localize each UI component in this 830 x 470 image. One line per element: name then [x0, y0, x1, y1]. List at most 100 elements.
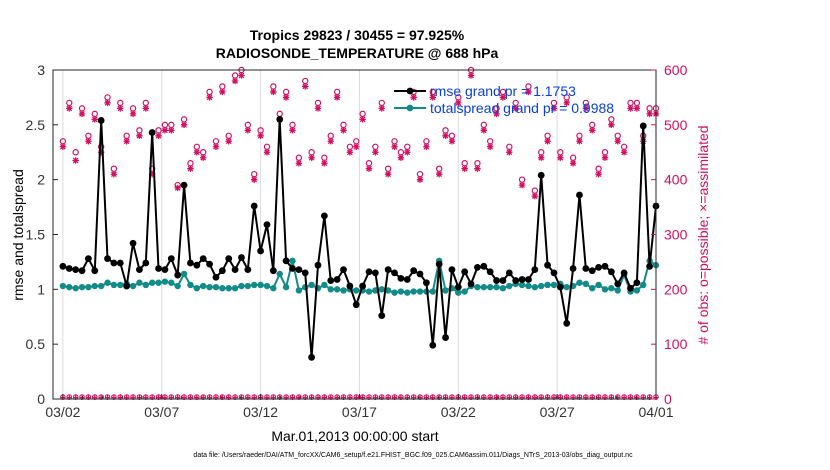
rmse-point — [295, 266, 303, 273]
x-axis-label: Mar.01,2013 00:00:00 start — [271, 428, 438, 444]
obs-assimilated-point — [461, 165, 468, 172]
totalspread-point — [518, 281, 526, 289]
rmse-point — [556, 283, 564, 291]
obs-assimilated-point — [620, 149, 628, 156]
rmse-point — [167, 255, 175, 263]
totalspread-point — [321, 281, 328, 289]
y-right-tick-label: 500 — [664, 117, 688, 133]
obs-assimilated-point — [455, 99, 462, 107]
obs-assimilated-point — [633, 105, 641, 112]
totalspread-point — [238, 282, 245, 290]
rmse-point — [384, 266, 392, 273]
rmse-point — [607, 268, 615, 276]
obs-assimilated-point — [59, 143, 67, 150]
rmse-point — [563, 319, 571, 327]
rmse-point — [180, 181, 188, 189]
rmse-point — [206, 260, 213, 268]
totalspread-point — [282, 283, 290, 291]
rmse-point — [282, 257, 290, 265]
totalspread-point — [391, 289, 398, 296]
obs-assimilated-point — [499, 94, 507, 101]
obs-assimilated-point — [429, 94, 436, 101]
obs-assimilated-point — [212, 143, 220, 150]
totalspread-point — [251, 281, 258, 289]
obs-assimilated-point — [608, 121, 615, 129]
totalspread-point — [353, 287, 360, 294]
totalspread-point — [531, 283, 539, 291]
obs-assimilated-point — [404, 149, 411, 156]
obs-assimilated-point — [78, 110, 86, 118]
obs-assimilated-point — [206, 94, 213, 101]
rmse-point — [448, 266, 456, 273]
obs-assimilated-point — [493, 110, 500, 118]
x-tick-label: 03/12 — [243, 404, 278, 420]
obs-assimilated-point — [321, 160, 328, 167]
rmse-point — [601, 262, 609, 270]
obs-assimilated-point — [474, 165, 481, 172]
rmse-series — [59, 115, 660, 361]
obs-assimilated-point — [155, 132, 162, 139]
obs-assimilated-point — [333, 94, 341, 101]
rmse-point — [72, 266, 80, 273]
obs-assimilated-point — [340, 127, 347, 134]
rmse-point — [480, 262, 488, 270]
rmse-point — [78, 267, 86, 275]
totalspread-point — [486, 283, 494, 291]
obs-assimilated-point — [601, 154, 609, 161]
totalspread-point — [608, 285, 615, 292]
rmse-point — [199, 255, 207, 263]
totalspread-point — [544, 281, 551, 289]
legend: rmse grand pr = 1.1753 totalspread grand… — [394, 83, 614, 116]
y-tick-label: 0 — [37, 391, 45, 407]
obs-assimilated-point — [91, 116, 98, 123]
obs-assimilated-point — [302, 83, 309, 90]
y-right-tick-label: 200 — [664, 281, 688, 297]
obs-assimilated-point — [589, 127, 596, 134]
legend-rmse: rmse grand pr = 1.1753 — [430, 83, 576, 99]
totalspread-point — [219, 285, 226, 292]
totalspread-point — [333, 286, 341, 293]
obs-assimilated-point — [289, 127, 296, 134]
totalspread-point — [199, 282, 207, 290]
totalspread-point — [384, 287, 392, 294]
totalspread-point — [174, 282, 181, 290]
obs-assimilated-point — [231, 77, 239, 85]
obs-assimilated-point — [506, 149, 513, 156]
totalspread-point — [110, 281, 118, 289]
y-right-tick-label: 300 — [664, 227, 688, 243]
x-tick-label: 03/17 — [342, 404, 377, 420]
rmse-point — [518, 276, 526, 283]
totalspread-point — [129, 282, 137, 290]
totalspread-point — [85, 283, 92, 291]
rmse-point — [646, 262, 654, 270]
totalspread-point — [72, 285, 79, 292]
rmse-point — [257, 247, 264, 255]
rmse-point — [91, 267, 99, 275]
totalspread-point — [455, 289, 462, 296]
x-tick-label: 03/22 — [441, 404, 476, 420]
rmse-point — [212, 273, 220, 281]
obs-assimilated-point — [525, 88, 532, 96]
obs-assimilated-point — [359, 116, 366, 123]
y-right-tick-label: 100 — [664, 336, 688, 352]
rmse-point — [582, 265, 590, 272]
obs-assimilated-point — [225, 138, 232, 145]
obs-assimilated-point — [372, 149, 379, 156]
chart-subtitle: RADIOSONDE_TEMPERATURE @ 688 hPa — [216, 45, 499, 61]
rmse-point — [499, 277, 507, 284]
totalspread-point — [193, 285, 201, 292]
obs-assimilated-point — [187, 165, 194, 172]
obs-assimilated-point — [148, 170, 156, 178]
rmse-point — [289, 265, 296, 272]
obs-assimilated-point — [518, 181, 526, 189]
obs-assimilated-point — [531, 192, 539, 200]
rmse-point — [59, 262, 67, 270]
obs-assimilated-point — [646, 110, 653, 118]
totalspread-point — [91, 282, 98, 290]
rmse-point — [493, 277, 500, 284]
totalspread-point — [474, 283, 481, 291]
y-tick-label: 2 — [37, 172, 45, 188]
rmse-point — [410, 267, 418, 275]
y-axis-right-label: # of obs: o=possible; ×=assimilated — [695, 125, 711, 344]
obs-assimilated-point — [123, 138, 130, 145]
